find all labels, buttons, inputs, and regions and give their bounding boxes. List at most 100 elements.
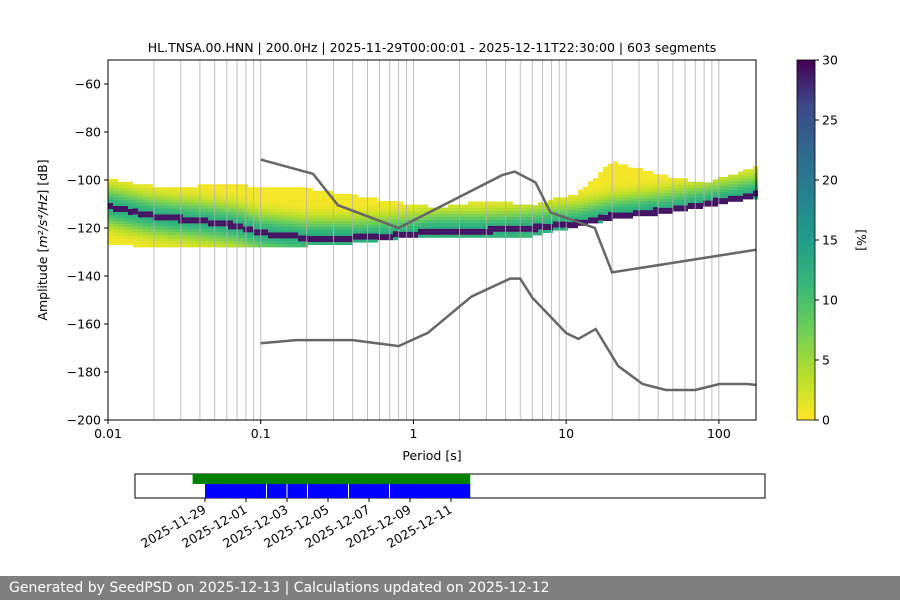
heatmap-cell: [163, 211, 168, 215]
heatmap-cell: [733, 177, 738, 181]
heatmap-cell: [273, 196, 278, 200]
heatmap-cell: [388, 228, 393, 232]
heatmap-cell: [638, 171, 643, 175]
heatmap-cell: [448, 216, 453, 220]
heatmap-cell: [298, 229, 303, 233]
heatmap-cell: [158, 226, 163, 230]
heatmap-cell: [268, 205, 273, 209]
heatmap-cell: [193, 214, 198, 218]
heatmap-cell: [118, 211, 123, 215]
heatmap-cell: [268, 187, 273, 191]
heatmap-cell: [373, 215, 378, 219]
heatmap-cell: [733, 183, 738, 187]
heatmap-cell: [323, 220, 328, 224]
heatmap-cell: [483, 225, 488, 229]
heatmap-cell: [293, 232, 298, 236]
heatmap-cell: [728, 189, 733, 193]
heatmap-cell: [308, 217, 313, 221]
heatmap-cell: [363, 215, 368, 219]
heatmap-cell: [128, 238, 133, 242]
heatmap-cell: [593, 181, 598, 185]
heatmap-cell: [108, 184, 113, 188]
heatmap-cell: [613, 215, 618, 219]
heatmap-cell: [133, 214, 138, 218]
heatmap-cell: [318, 223, 323, 227]
heatmap-cell: [668, 195, 673, 199]
heatmap-cell: [623, 185, 628, 189]
heatmap-cell: [218, 196, 223, 200]
heatmap-cell: [188, 226, 193, 230]
heatmap-cell: [198, 214, 203, 218]
heatmap-cell: [223, 214, 228, 218]
heatmap-cell: [668, 192, 673, 196]
heatmap-cell: [703, 194, 708, 198]
heatmap-cell: [468, 228, 473, 232]
heatmap-cell: [498, 216, 503, 220]
heatmap-cell: [333, 205, 338, 209]
heatmap-cell: [478, 213, 483, 217]
heatmap-cell: [613, 197, 618, 201]
heatmap-cell: [188, 235, 193, 239]
heatmap-cell: [288, 190, 293, 194]
heatmap-cell: [328, 217, 333, 221]
heatmap-cell: [643, 189, 648, 193]
heatmap-cell: [598, 211, 603, 215]
heatmap-cell: [453, 210, 458, 214]
heatmap-cell: [153, 187, 158, 191]
heatmap-cell: [423, 207, 428, 211]
heatmap-cell: [568, 201, 573, 205]
heatmap-cell: [203, 214, 208, 218]
heatmap-cell: [303, 238, 308, 242]
heatmap-cell: [673, 190, 678, 194]
heatmap-cell: [408, 234, 413, 238]
heatmap-cell: [278, 241, 283, 245]
heatmap-cell: [313, 238, 318, 242]
heatmap-cell: [348, 229, 353, 233]
heatmap-cell: [223, 208, 228, 212]
heatmap-cell: [148, 226, 153, 230]
heatmap-cell: [643, 210, 648, 214]
heatmap-cell: [173, 232, 178, 236]
heatmap-cell: [138, 223, 143, 227]
heatmap-cell: [208, 214, 213, 218]
heatmap-cell: [108, 226, 113, 230]
heatmap-cell: [123, 184, 128, 188]
heatmap-cell: [138, 190, 143, 194]
heatmap-cell: [618, 209, 623, 213]
heatmap-cell: [493, 219, 498, 223]
x-tick-label: 10: [558, 426, 574, 441]
heatmap-cell: [133, 211, 138, 215]
heatmap-cell: [358, 233, 363, 237]
heatmap-cell: [458, 234, 463, 238]
heatmap-cell: [488, 213, 493, 217]
heatmap-cell: [423, 204, 428, 208]
heatmap-cell: [148, 244, 153, 248]
heatmap-cell: [378, 216, 383, 220]
chart-title: HL.TNSA.00.HNN | 200.0Hz | 2025-11-29T00…: [148, 40, 716, 55]
heatmap-cell: [653, 213, 658, 217]
heatmap-cell: [668, 189, 673, 193]
heatmap-cell: [218, 214, 223, 218]
heatmap-cell: [363, 212, 368, 216]
heatmap-cell: [413, 228, 418, 232]
heatmap-cell: [288, 220, 293, 224]
heatmap-cell: [123, 241, 128, 245]
heatmap-cell: [128, 193, 133, 197]
heatmap-cell: [318, 190, 323, 194]
heatmap-cell: [328, 241, 333, 245]
heatmap-cell: [233, 214, 238, 218]
heatmap-cell: [338, 220, 343, 224]
heatmap-cell: [123, 205, 128, 209]
heatmap-cell: [143, 214, 148, 218]
heatmap-cell: [168, 211, 173, 215]
heatmap-cell: [383, 207, 388, 211]
heatmap-cell: [523, 207, 528, 211]
heatmap-cell: [308, 241, 313, 245]
heatmap-cell: [603, 166, 608, 170]
heatmap-cell: [528, 213, 533, 217]
heatmap-cell: [278, 244, 283, 248]
heatmap-cell: [228, 190, 233, 194]
heatmap-cell: [123, 232, 128, 236]
heatmap-cell: [633, 207, 638, 211]
heatmap-cell: [208, 196, 213, 200]
